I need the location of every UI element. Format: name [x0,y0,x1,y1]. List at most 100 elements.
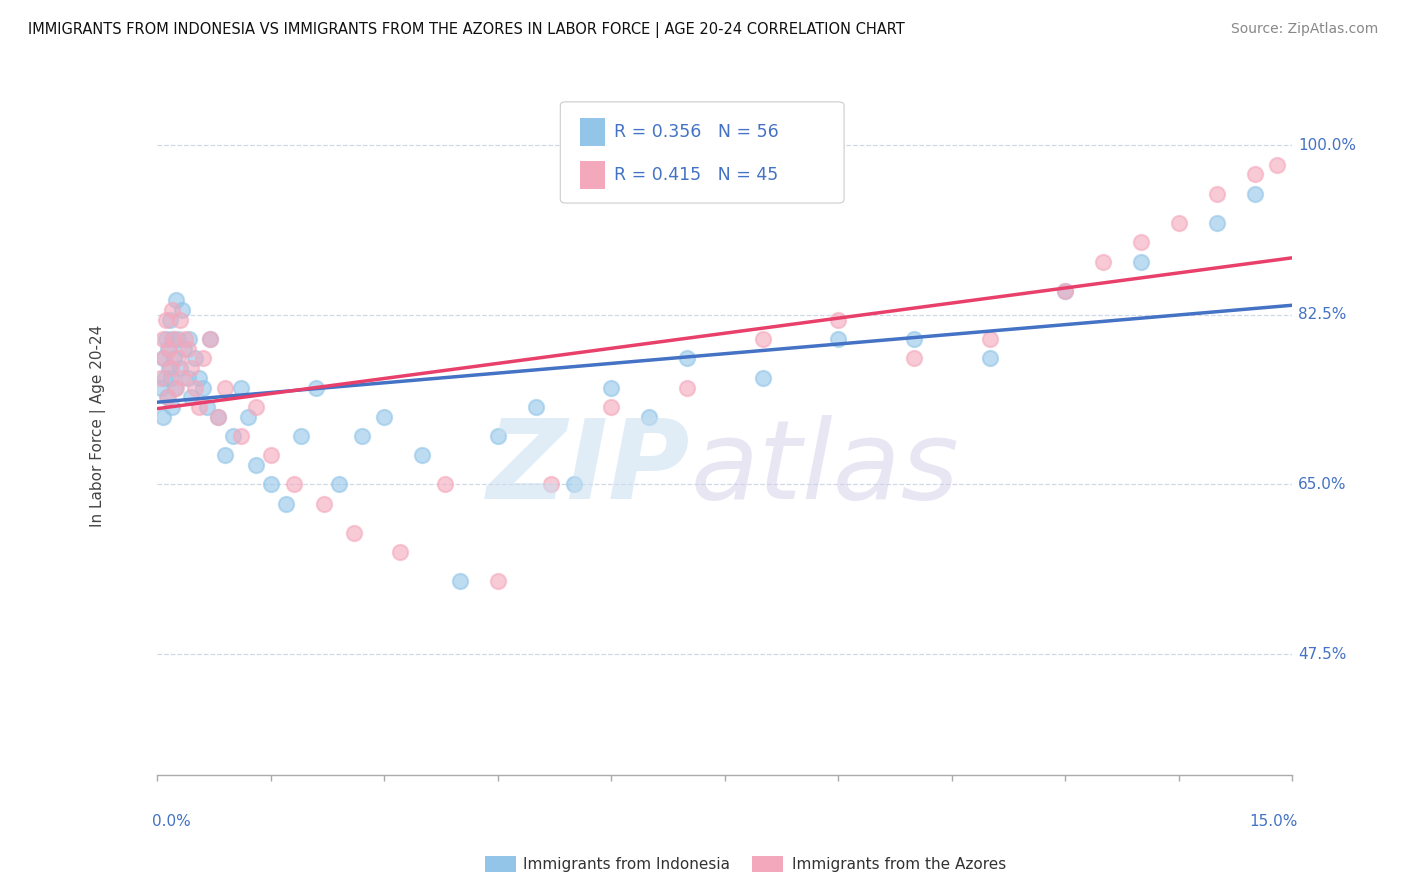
Point [170,303,193,318]
Point [1092,254,1115,268]
Point [150,371,173,385]
Text: 65.0%: 65.0% [1298,477,1347,492]
Text: 15.0%: 15.0% [1250,814,1298,829]
Point [207,409,229,424]
Point [184,380,207,394]
Point [1265,158,1288,172]
Point [449,574,471,589]
Point [312,497,335,511]
Point [903,351,925,366]
Point [328,477,350,491]
Point [157,361,180,376]
Point [173,332,195,346]
Point [152,332,174,346]
Text: In Labor Force | Age 20-24: In Labor Force | Age 20-24 [90,326,107,527]
Point [214,449,236,463]
Point [153,371,176,385]
Text: 82.5%: 82.5% [1298,308,1347,322]
Point [305,380,328,394]
Point [1167,216,1189,230]
Point [176,342,198,356]
Point [411,449,433,463]
Point [373,409,395,424]
Point [184,351,207,366]
Point [166,332,188,346]
Point [1130,235,1153,250]
FancyBboxPatch shape [579,118,605,145]
Text: 47.5%: 47.5% [1298,647,1347,662]
Point [162,303,184,318]
FancyBboxPatch shape [561,102,844,203]
Point [165,293,187,308]
Point [163,351,186,366]
Point [600,380,623,394]
Point [176,371,198,385]
Text: IMMIGRANTS FROM INDONESIA VS IMMIGRANTS FROM THE AZORES IN LABOR FORCE | AGE 20-: IMMIGRANTS FROM INDONESIA VS IMMIGRANTS … [28,22,905,38]
Text: R = 0.415   N = 45: R = 0.415 N = 45 [613,166,778,184]
Point [179,332,201,346]
Point [188,400,211,414]
Point [1205,186,1227,201]
Point [827,312,849,326]
Point [169,361,191,376]
Point [283,477,305,491]
Point [676,380,699,394]
Point [388,545,411,559]
Point [238,409,260,424]
Point [222,429,245,443]
Text: R = 0.356   N = 56: R = 0.356 N = 56 [613,123,779,141]
Point [903,332,925,346]
Point [195,400,218,414]
Point [486,574,509,589]
Point [260,449,283,463]
Point [274,497,297,511]
Text: Immigrants from the Azores: Immigrants from the Azores [792,857,1005,871]
Point [156,342,179,356]
Point [1130,254,1153,268]
Point [229,380,252,394]
Point [173,342,195,356]
Point [751,371,773,385]
Point [163,332,186,346]
Point [979,351,1001,366]
Point [188,371,211,385]
Point [166,351,188,366]
Point [191,351,214,366]
Point [159,312,181,326]
Point [160,371,183,385]
Point [245,458,267,472]
Point [245,400,267,414]
Point [350,429,373,443]
Point [827,332,849,346]
FancyBboxPatch shape [579,161,605,189]
Point [180,390,202,404]
Point [150,380,173,394]
Point [152,351,174,366]
Point [524,400,547,414]
Point [153,351,176,366]
Point [979,332,1001,346]
Point [638,409,661,424]
Point [290,429,312,443]
Point [433,477,456,491]
Point [169,312,191,326]
Point [172,371,194,385]
Point [180,361,202,376]
Text: Source: ZipAtlas.com: Source: ZipAtlas.com [1230,22,1378,37]
Point [676,351,699,366]
Point [486,429,509,443]
Point [155,332,177,346]
Point [155,312,177,326]
Point [191,380,214,394]
Point [540,477,562,491]
Point [156,390,179,404]
Point [1054,284,1077,298]
Point [562,477,585,491]
Point [163,380,186,394]
Point [260,477,283,491]
Point [1205,216,1227,230]
Point [200,332,222,346]
Point [229,429,252,443]
Point [1243,186,1265,201]
Point [214,380,236,394]
